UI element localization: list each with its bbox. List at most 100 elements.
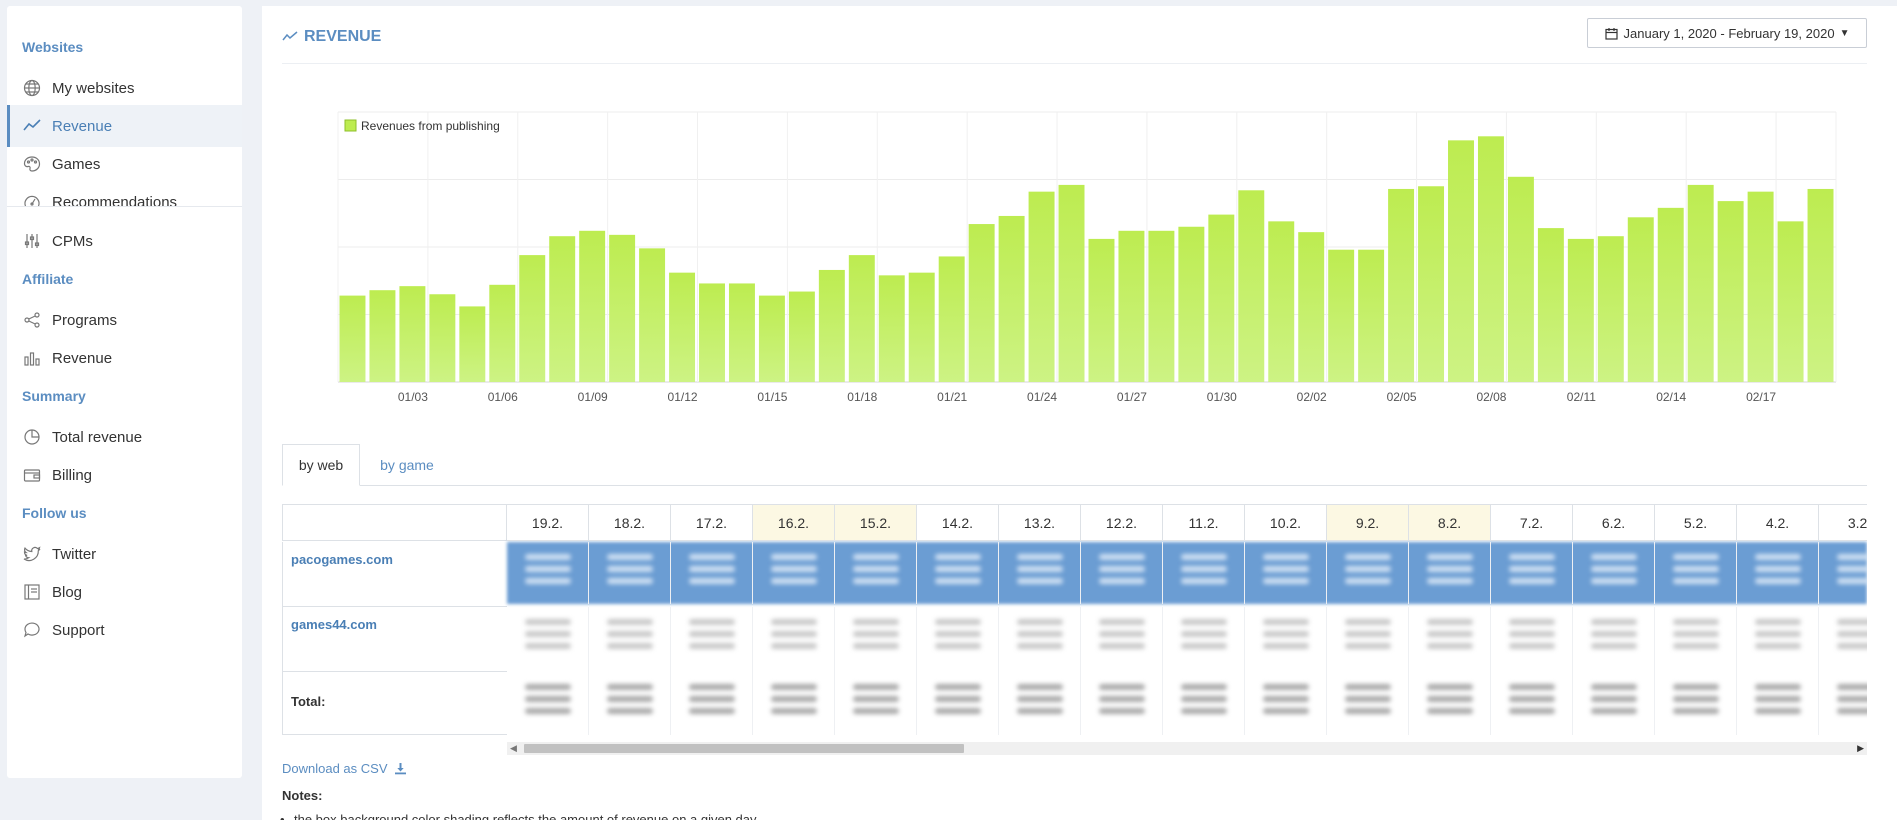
table-cell-blurred — [589, 542, 671, 604]
table-cell-blurred — [1819, 542, 1867, 604]
scroll-left-icon[interactable]: ◀ — [510, 743, 517, 753]
sidebar-item-games[interactable]: Games — [7, 143, 242, 185]
blurred-value — [1754, 708, 1801, 714]
sidebar-item-affiliate-revenue[interactable]: Revenue — [7, 337, 242, 379]
blurred-value — [1016, 578, 1063, 584]
tab-by-game[interactable]: by game — [380, 457, 434, 473]
bar-01-28 — [1148, 230, 1175, 382]
date-column-header: 12.2. — [1081, 504, 1163, 541]
blurred-value — [1754, 619, 1801, 625]
table-cell-blurred — [835, 672, 917, 735]
sidebar-item-revenue[interactable]: Revenue — [7, 105, 242, 147]
table-cell-blurred — [1081, 672, 1163, 735]
date-column-header: 3.2. — [1819, 504, 1867, 541]
blurred-value — [852, 631, 899, 637]
table-corner-header — [282, 504, 507, 541]
sidebar-item-billing[interactable]: Billing — [7, 454, 242, 496]
blurred-value — [1754, 643, 1801, 649]
blurred-value — [1672, 708, 1719, 714]
table-cell-blurred — [1327, 542, 1409, 604]
table-cell-blurred — [835, 607, 917, 672]
wallet-icon — [23, 469, 41, 482]
site-link-pacogames[interactable]: pacogames.com — [282, 542, 507, 607]
total-label: Total: — [282, 672, 507, 735]
date-column-header: 7.2. — [1491, 504, 1573, 541]
sidebar-item-label: Twitter — [52, 545, 97, 563]
blurred-value — [1344, 631, 1391, 637]
blurred-value — [934, 684, 981, 690]
sidebar-item-support[interactable]: Support — [7, 609, 242, 651]
sidebar-item-label: Support — [52, 621, 105, 639]
blurred-value — [852, 578, 899, 584]
sidebar-item-programs[interactable]: Programs — [7, 299, 242, 341]
blurred-value — [1016, 696, 1063, 702]
blurred-value — [770, 578, 817, 584]
book-icon — [24, 584, 40, 600]
bar-02-16 — [1717, 201, 1744, 382]
x-tick-label: 02/08 — [1476, 390, 1506, 404]
bar-01-17 — [818, 269, 845, 382]
blurred-value — [524, 643, 571, 649]
table-cell-blurred — [753, 542, 835, 604]
blurred-value — [524, 566, 571, 572]
blurred-value — [606, 578, 653, 584]
x-tick-label: 01/15 — [757, 390, 787, 404]
blurred-value — [1508, 708, 1555, 714]
blurred-value — [1344, 708, 1391, 714]
blurred-value — [606, 631, 653, 637]
blurred-value — [1098, 566, 1145, 572]
blurred-value — [1590, 619, 1637, 625]
sidebar-item-label: Games — [52, 155, 101, 173]
bar-02-04 — [1358, 249, 1385, 382]
blurred-value — [934, 643, 981, 649]
sidebar-divider — [7, 206, 242, 207]
blurred-value — [770, 631, 817, 637]
sidebar-item-blog[interactable]: Blog — [7, 571, 242, 613]
date-range-picker[interactable]: January 1, 2020 - February 19, 2020 ▼ — [1587, 18, 1867, 48]
sidebar-item-total-revenue[interactable]: Total revenue — [7, 416, 242, 458]
blurred-value — [1180, 554, 1227, 560]
blurred-value — [1590, 578, 1637, 584]
sidebar-item-cpms[interactable]: CPMs — [7, 220, 242, 262]
table-cell-blurred — [917, 672, 999, 735]
blurred-value — [688, 643, 735, 649]
table-cell-blurred — [507, 542, 589, 604]
table-cell-blurred — [1573, 672, 1655, 735]
bar-01-22 — [968, 224, 995, 382]
twitter-icon — [23, 546, 41, 562]
sidebar-item-my-websites[interactable]: My websites — [7, 67, 242, 109]
table-cell-blurred — [671, 542, 753, 604]
note-item: the box background color shading reflect… — [280, 812, 757, 820]
sidebar-item-label: CPMs — [52, 232, 93, 250]
download-csv-link[interactable]: Download as CSV — [282, 761, 407, 776]
blurred-value — [1344, 684, 1391, 690]
date-column-header: 16.2. — [753, 504, 835, 541]
x-tick-label: 02/11 — [1567, 390, 1596, 404]
table-cell-blurred — [999, 542, 1081, 604]
date-range-text: January 1, 2020 - February 19, 2020 — [1623, 25, 1835, 41]
tab-by-web[interactable]: by web — [282, 444, 360, 486]
table-horizontal-scrollbar[interactable]: ◀ ▶ — [507, 742, 1867, 755]
bar-02-03 — [1328, 249, 1355, 382]
blurred-value — [1508, 619, 1555, 625]
blurred-value — [1344, 696, 1391, 702]
blurred-value — [934, 619, 981, 625]
blurred-value — [1672, 696, 1719, 702]
bar-01-29 — [1178, 226, 1205, 382]
site-link-games44[interactable]: games44.com — [282, 607, 507, 672]
tab-divider — [282, 485, 1867, 486]
blurred-value — [524, 619, 571, 625]
blurred-value — [1098, 684, 1145, 690]
legend-label: Revenues from publishing — [361, 119, 500, 133]
globe-icon — [23, 79, 41, 97]
scroll-right-icon[interactable]: ▶ — [1857, 743, 1864, 753]
notes-title: Notes: — [282, 788, 323, 803]
sidebar-item-recommendations[interactable]: Recommendations — [7, 181, 242, 223]
scrollbar-thumb[interactable] — [524, 744, 964, 753]
sidebar-item-label: Blog — [52, 583, 83, 601]
sidebar-item-label: Programs — [52, 311, 118, 329]
blurred-value — [1426, 708, 1473, 714]
blurred-value — [688, 631, 735, 637]
sidebar-item-twitter[interactable]: Twitter — [7, 533, 242, 575]
blurred-value — [1426, 696, 1473, 702]
